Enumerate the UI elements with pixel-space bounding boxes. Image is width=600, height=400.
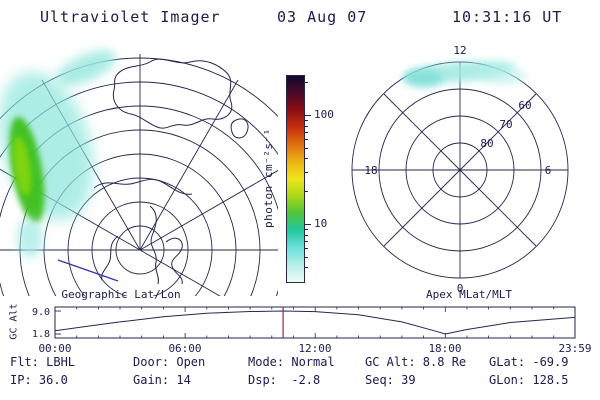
mlt-label-12: 12 (453, 44, 466, 57)
mlt-label-0: 0 (457, 282, 464, 295)
lon-meridian (139, 249, 221, 296)
colorbar-tick (304, 234, 308, 236)
colorbar (286, 75, 305, 283)
coastline-path (149, 205, 159, 285)
status-door: Door: Open (133, 355, 206, 369)
mlat-label-60: 60 (518, 99, 531, 112)
colorbar-tick-container (304, 75, 314, 281)
emission-core (13, 136, 31, 196)
coastline-path (165, 237, 183, 285)
xtick-0600: 06:00 (168, 342, 202, 355)
auroral-emission-geo (0, 50, 116, 258)
status-glat: GLat: -69.9 (489, 355, 569, 369)
ytick-bottom-label: 1.8 (32, 329, 50, 340)
app-title: Ultraviolet Imager (40, 8, 221, 26)
coastline-path (112, 58, 233, 129)
colorbar-tick (304, 82, 308, 84)
colorbar-tick-100: 100 (314, 108, 334, 121)
coastline-path (93, 178, 193, 195)
xtick-2359: 23:59 (558, 342, 592, 355)
colorbar-tick (304, 120, 308, 121)
colorbar-tick (304, 224, 311, 225)
colorbar-tick (304, 158, 308, 160)
colorbar-tick (304, 191, 308, 193)
lon-meridian (139, 169, 278, 251)
apex-dial-panel: 12 18 6 0 60 70 80 (351, 44, 569, 295)
colorbar-tick (304, 267, 308, 269)
colorbar-tick (304, 256, 308, 258)
xtick-0000: 00:00 (38, 342, 72, 355)
mlat-label-70: 70 (499, 118, 512, 131)
lon-meridian (139, 79, 239, 251)
status-gain: Gain: 14 (133, 373, 191, 387)
mlt-spoke (383, 169, 461, 247)
emission-patch (403, 69, 443, 87)
status-flt: Flt: LBHL (10, 355, 76, 369)
colorbar-tick (304, 240, 308, 242)
date-label: 03 Aug 07 (277, 8, 368, 26)
emission-patch (56, 50, 116, 86)
dial-labels: 12 18 6 0 60 70 80 (364, 44, 551, 295)
colorbar-tick (304, 131, 308, 133)
auroral-emission-apex (403, 60, 527, 87)
colorbar-tick (304, 229, 308, 230)
geographic-map-panel (0, 50, 278, 296)
emission-patch (17, 218, 43, 258)
time-label: 10:31:16 UT (452, 8, 563, 26)
status-seq: Seq: 39 (365, 373, 416, 387)
coastlines (93, 58, 249, 285)
terminator-line (57, 259, 119, 282)
xtick-1200: 12:00 (298, 342, 332, 355)
mlt-label-18: 18 (364, 164, 377, 177)
mlat-mlt-grid (351, 61, 569, 279)
colorbar-tick (304, 115, 311, 116)
colorbar-tick (304, 248, 308, 250)
colorbar-units-label: photon cm⁻²s⁻¹ (262, 128, 275, 228)
colorbar-tick (304, 139, 308, 141)
xtick-1800: 18:00 (428, 342, 462, 355)
mlt-spoke (459, 169, 537, 247)
status-ip: IP: 36.0 (10, 373, 68, 387)
colorbar-tick (304, 125, 308, 127)
geo-panel-label: Geographic Lat/Lon (61, 288, 181, 301)
status-dsp: Dsp: -2.8 (248, 373, 321, 387)
gc-alt-timeline: 9.0 1.8 (32, 306, 576, 340)
colorbar-tick (304, 147, 308, 149)
coastline-path (101, 235, 119, 281)
status-glon: GLon: 128.5 (489, 373, 569, 387)
gc-alt-axis-label: GC Alt (8, 303, 20, 340)
mlt-label-6: 6 (545, 164, 552, 177)
emission-patch (479, 68, 527, 84)
colorbar-tick-10: 10 (314, 217, 328, 230)
mlat-label-80: 80 (480, 137, 493, 150)
mlt-spoke (383, 93, 461, 171)
coastline-path (230, 118, 249, 139)
ytick-top-label: 9.0 (32, 307, 50, 318)
status-gcalt: GC Alt: 8.8 Re (365, 355, 467, 369)
status-mode: Mode: Normal (248, 355, 335, 369)
gc-alt-curve (54, 310, 575, 335)
mlt-spoke (459, 93, 537, 171)
colorbar-tick (304, 172, 308, 173)
apex-panel-label: Apex MLat/MLT (425, 288, 513, 301)
